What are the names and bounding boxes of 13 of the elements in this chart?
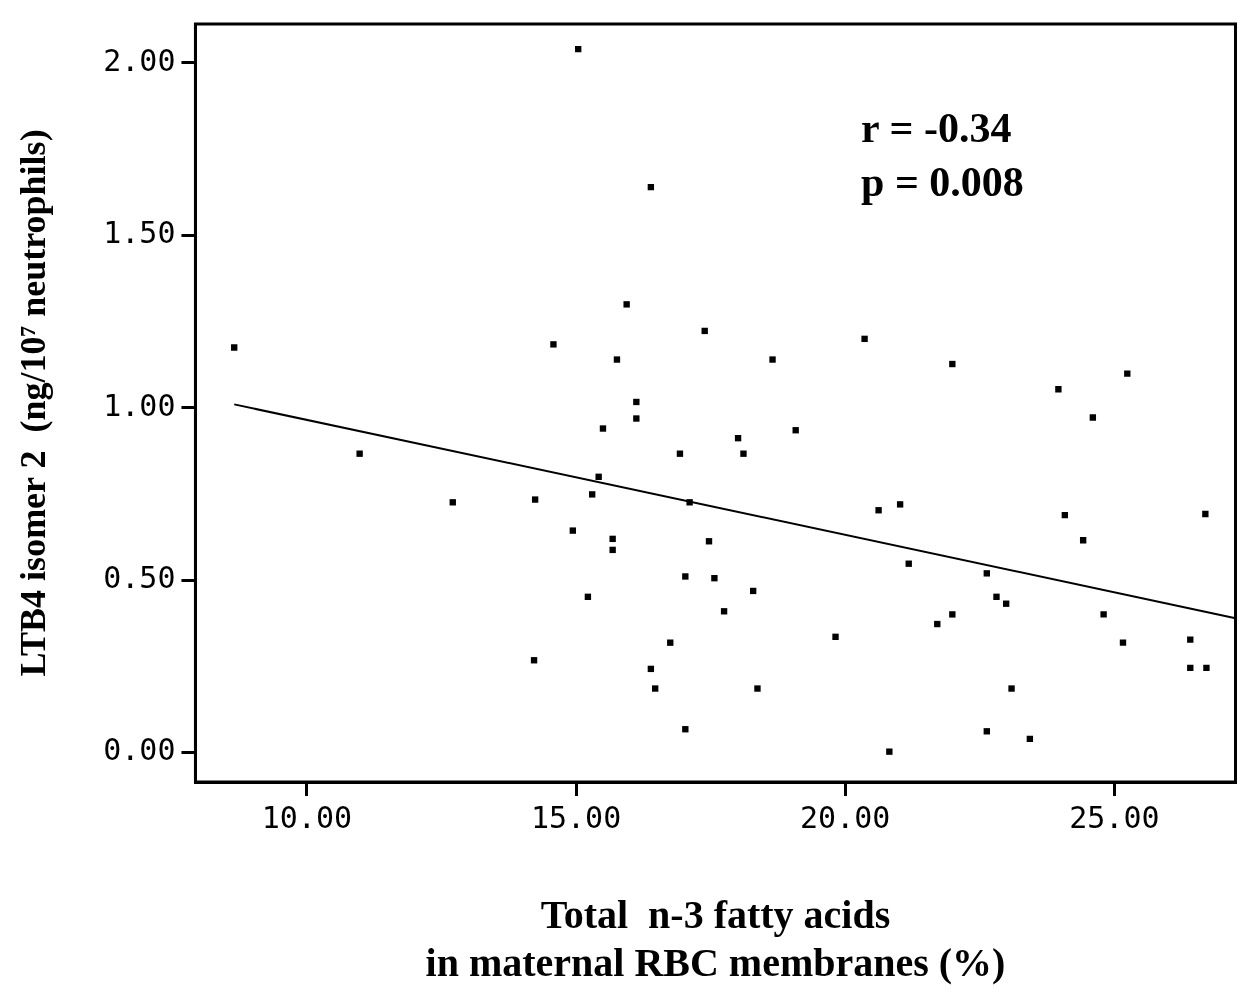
y-tick-label: 1.50 xyxy=(103,215,176,251)
x-tick-label: 20.00 xyxy=(800,799,891,835)
annotation: p = 0.008 xyxy=(861,159,1024,205)
y-tick-label: 1.00 xyxy=(103,387,176,423)
y-tick-label: 2.00 xyxy=(103,42,176,78)
x-tick-label: 15.00 xyxy=(530,799,622,835)
y-tick-label: 0.50 xyxy=(103,560,176,596)
x-tick-label: 25.00 xyxy=(1069,799,1160,835)
annotation: r = -0.34 xyxy=(861,105,1012,151)
y-axis-title: LTB4 isomer 2 (ng/10⁷ neutrophils) xyxy=(12,129,53,677)
x-tick-label: 10.00 xyxy=(261,799,353,835)
x-axis-title: Total n-3 fatty acids in maternal RBC membranes (%) xyxy=(425,892,1006,986)
y-tick-label: 0.00 xyxy=(103,732,176,768)
